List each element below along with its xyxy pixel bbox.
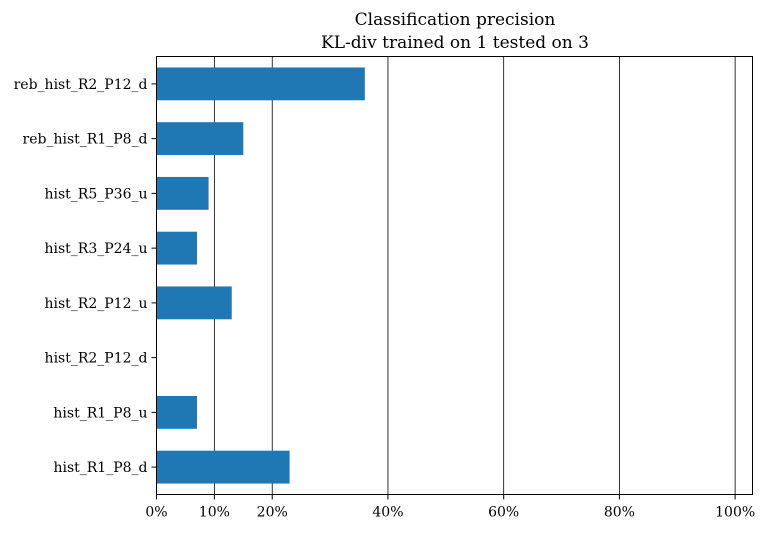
x-tick-label: 60% — [488, 505, 519, 521]
bar — [156, 395, 198, 429]
y-tick-label: reb_hist_R2_P12_d — [14, 77, 148, 93]
x-tick-label: 100% — [715, 505, 755, 521]
y-tick-label: reb_hist_R1_P8_d — [23, 132, 148, 148]
y-tick-label: hist_R1_P8_u — [53, 405, 147, 421]
bar — [156, 286, 232, 320]
bar — [156, 450, 290, 484]
y-axis-ticks: reb_hist_R2_P12_d reb_hist_R1_P8_d hist_R5… — [14, 77, 157, 476]
bar — [156, 122, 244, 156]
x-axis-ticks: 0% 10% 20% 40% 60% 80% 100% — [145, 494, 755, 521]
plot-frame — [156, 56, 753, 495]
bars — [156, 67, 365, 484]
bar — [156, 67, 365, 101]
x-tick-label: 40% — [372, 505, 403, 521]
y-tick-label: hist_R2_P12_d — [45, 351, 148, 367]
x-tick-label: 10% — [199, 505, 230, 521]
y-tick-label: hist_R3_P24_u — [44, 241, 147, 257]
chart-subtitle: KL-div trained on 1 tested on 3 — [321, 33, 589, 53]
x-tick-label: 0% — [145, 505, 167, 521]
x-tick-label: 80% — [604, 505, 635, 521]
chart-title: Classification precision — [355, 10, 556, 30]
y-tick-label: hist_R2_P12_u — [44, 296, 147, 312]
x-tick-label: 20% — [257, 505, 288, 521]
bar — [156, 176, 209, 210]
bar — [156, 231, 198, 265]
y-tick-label: hist_R5_P36_u — [44, 186, 147, 202]
y-tick-label: hist_R1_P8_d — [53, 460, 147, 476]
